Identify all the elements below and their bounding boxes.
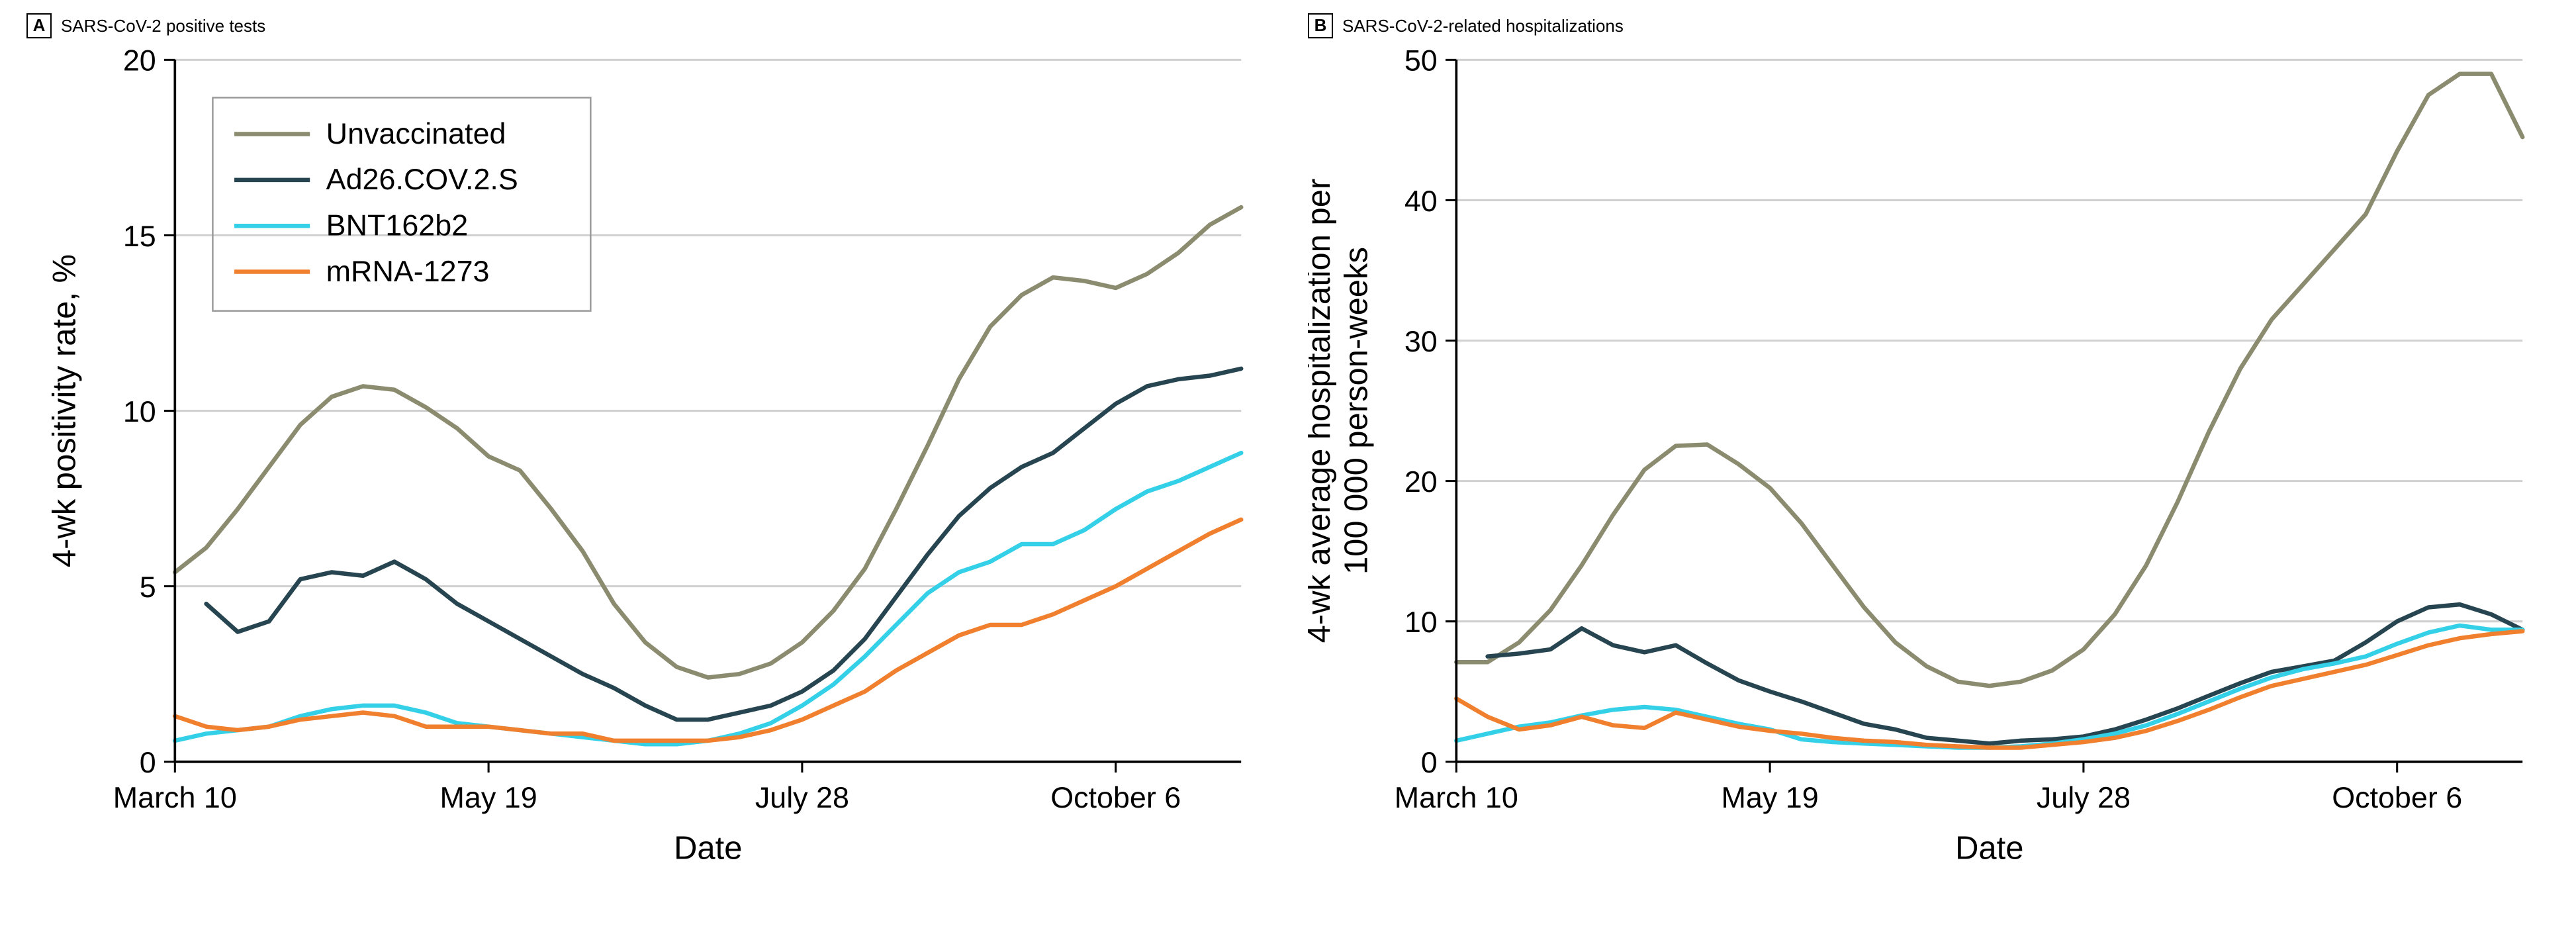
panel-b-header: B SARS-CoV-2-related hospitalizations [1308, 13, 2550, 38]
svg-text:July 28: July 28 [2037, 780, 2131, 814]
svg-text:October 6: October 6 [2332, 780, 2462, 814]
svg-text:4-wk positivity rate, %: 4-wk positivity rate, % [46, 254, 82, 567]
svg-text:4-wk average hospitalization p: 4-wk average hospitalization per100 000 … [1308, 179, 1374, 643]
svg-text:Unvaccinated: Unvaccinated [326, 117, 506, 150]
svg-text:0: 0 [1421, 745, 1438, 779]
panel-a-plot: 0 5 10 15 20 March 10 May 19 July 28 October 6 Da… [26, 46, 1268, 883]
svg-text:March 10: March 10 [113, 780, 237, 814]
panel-a-svg: 0 5 10 15 20 March 10 May 19 July 28 October 6 Da… [26, 46, 1268, 883]
panel-a-header: A SARS-CoV-2 positive tests [26, 13, 1268, 38]
panel-a-letter: A [26, 13, 52, 38]
svg-text:Date: Date [1955, 831, 2023, 867]
figure-container: A SARS-CoV-2 positive tests 0 5 10 15 20 Marc… [0, 0, 2576, 890]
svg-text:October 6: October 6 [1050, 780, 1181, 814]
svg-text:mRNA-1273: mRNA-1273 [326, 254, 490, 288]
svg-text:BNT162b2: BNT162b2 [326, 208, 468, 242]
svg-text:10: 10 [123, 395, 156, 428]
svg-text:10: 10 [1404, 605, 1438, 639]
svg-text:May 19: May 19 [1722, 780, 1819, 814]
panel-b-title: SARS-CoV-2-related hospitalizations [1342, 16, 1624, 36]
panel-b-svg: 0 10 20 30 40 50 March 10 May 19 July 28 October … [1308, 46, 2550, 883]
svg-text:0: 0 [140, 745, 156, 779]
svg-text:20: 20 [123, 46, 156, 77]
panel-b-letter: B [1308, 13, 1333, 38]
svg-text:15: 15 [123, 219, 156, 253]
svg-text:May 19: May 19 [440, 780, 537, 814]
svg-text:20: 20 [1404, 465, 1438, 498]
svg-text:50: 50 [1404, 46, 1438, 77]
panel-b-plot: 0 10 20 30 40 50 March 10 May 19 July 28 October … [1308, 46, 2550, 883]
svg-text:30: 30 [1404, 324, 1438, 358]
svg-text:July 28: July 28 [755, 780, 849, 814]
svg-text:Date: Date [674, 831, 742, 867]
panel-b: B SARS-CoV-2-related hospitalizations 0 1… [1308, 13, 2550, 883]
svg-text:Ad26.COV.2.S: Ad26.COV.2.S [326, 162, 518, 196]
svg-text:5: 5 [140, 570, 156, 604]
svg-text:March 10: March 10 [1395, 780, 1518, 814]
svg-text:40: 40 [1404, 184, 1438, 218]
panel-a: A SARS-CoV-2 positive tests 0 5 10 15 20 Marc… [26, 13, 1268, 883]
panel-a-title: SARS-CoV-2 positive tests [61, 16, 265, 36]
